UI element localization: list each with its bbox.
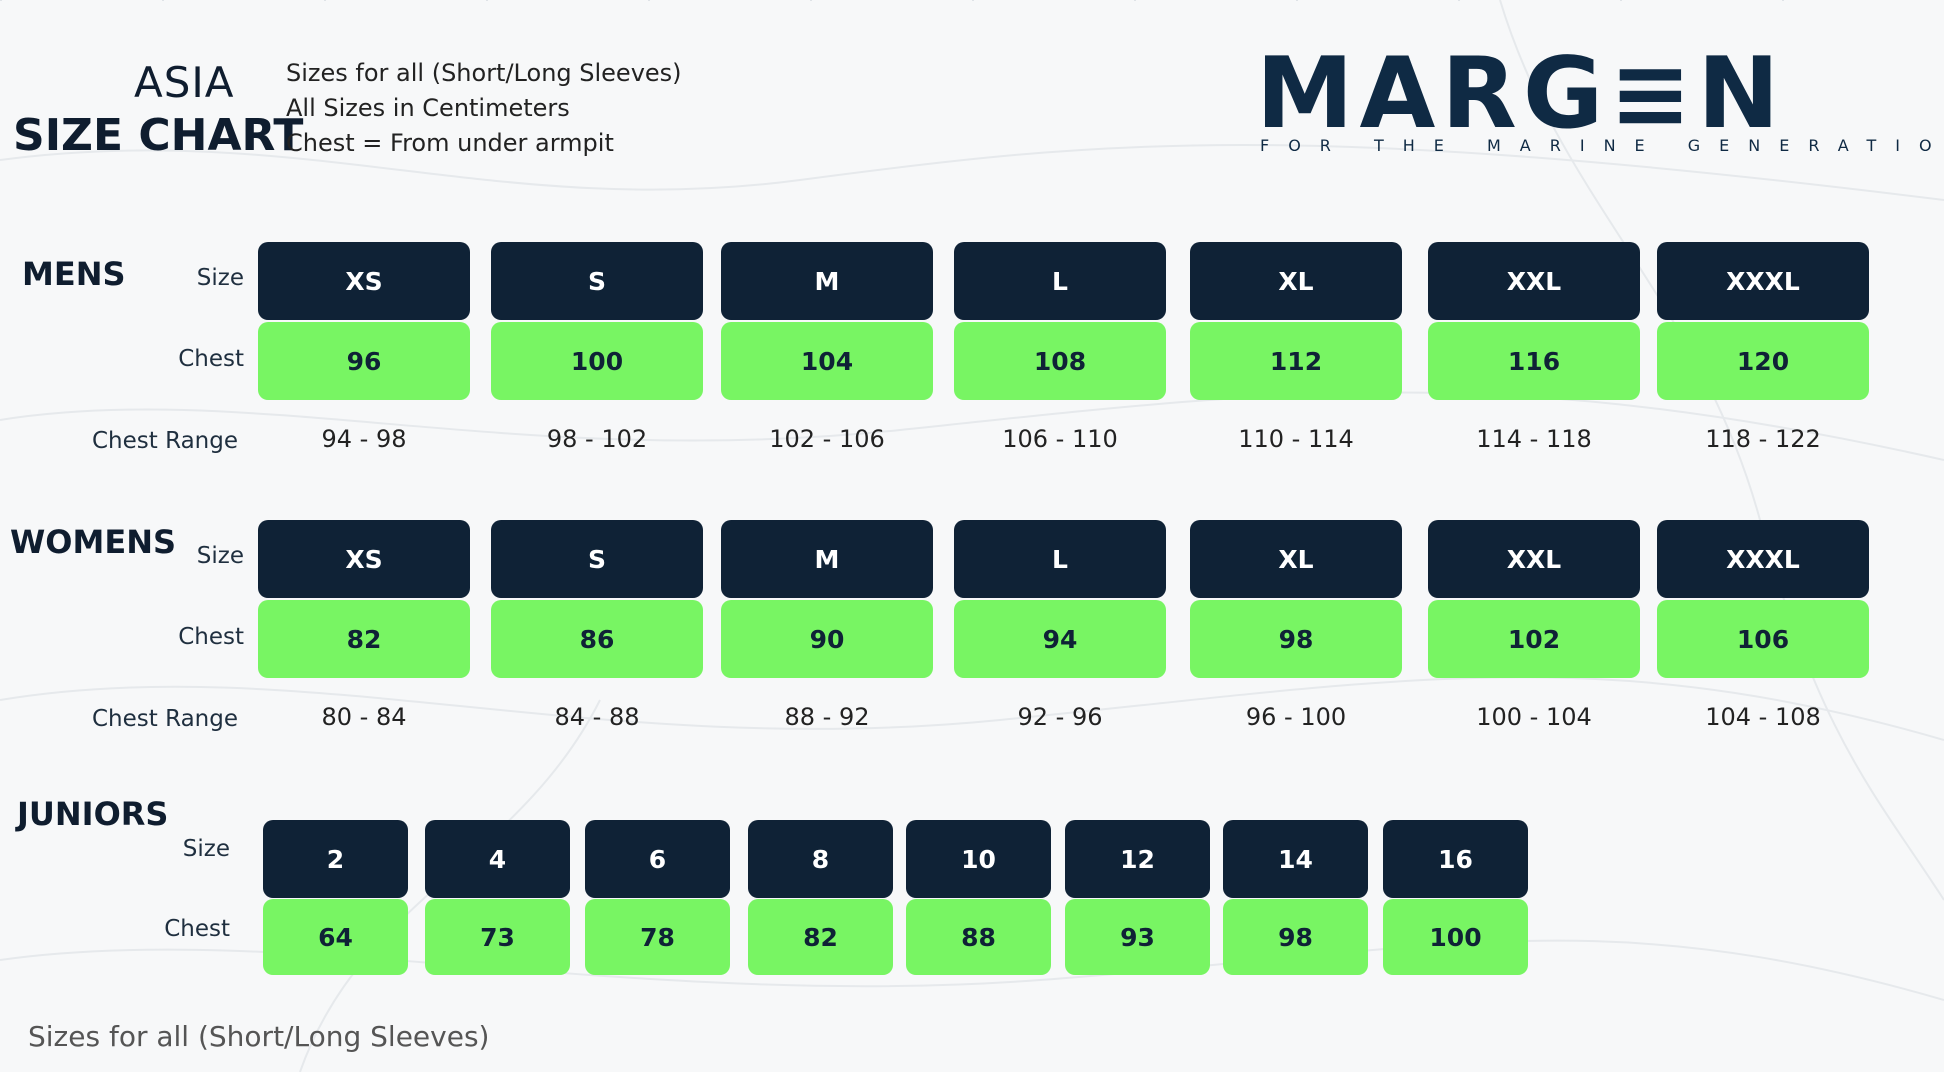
logo-wordmark: MARG≡N <box>1256 37 1786 151</box>
womens-chest-range-value: 92 - 96 <box>1017 703 1103 731</box>
womens-chest-label: Chest <box>178 624 244 650</box>
womens-chest-range-value: 80 - 84 <box>321 703 407 731</box>
footer-note: Sizes for all (Short/Long Sleeves) <box>28 1020 490 1053</box>
juniors-chest-cell: 88 <box>906 899 1051 975</box>
header-notes: Sizes for all (Short/Long Sleeves) All S… <box>286 56 682 161</box>
mens-chest-range-value: 102 - 106 <box>769 425 885 453</box>
womens-chest-cell: 98 <box>1190 600 1402 678</box>
womens-chest-range-value: 88 - 92 <box>784 703 870 731</box>
mens-chest-cell: 112 <box>1190 322 1402 400</box>
mens-chest-range-value: 106 - 110 <box>1002 425 1118 453</box>
womens-size-cell: M <box>721 520 933 598</box>
womens-chest-cell: 90 <box>721 600 933 678</box>
mens-chest-cell: 100 <box>491 322 703 400</box>
womens-section-title: WOMENS <box>10 523 177 561</box>
womens-chest-cell: 94 <box>954 600 1166 678</box>
juniors-chest-cell: 93 <box>1065 899 1210 975</box>
mens-size-cell: XL <box>1190 242 1402 320</box>
womens-size-cell: XS <box>258 520 470 598</box>
juniors-size-cell: 10 <box>906 820 1051 898</box>
mens-size-cell: M <box>721 242 933 320</box>
mens-chest-cell: 116 <box>1428 322 1640 400</box>
womens-chest-cell: 106 <box>1657 600 1869 678</box>
mens-size-cell: XXL <box>1428 242 1640 320</box>
mens-chest-range-label: Chest Range <box>92 428 238 454</box>
mens-chest-range-value: 110 - 114 <box>1238 425 1354 453</box>
mens-size-cell: S <box>491 242 703 320</box>
note-sleeves: Sizes for all (Short/Long Sleeves) <box>286 59 682 87</box>
brand-logo: MARG≡N FOR THE MARINE GENERATION <box>1256 37 1944 160</box>
womens-chest-cell: 82 <box>258 600 470 678</box>
juniors-chest-label: Chest <box>164 916 230 942</box>
juniors-size-cell: 6 <box>585 820 730 898</box>
juniors-size-cell: 2 <box>263 820 408 898</box>
page-title: SIZE CHART <box>13 110 304 161</box>
juniors-size-cell: 12 <box>1065 820 1210 898</box>
womens-chest-range-value: 104 - 108 <box>1705 703 1821 731</box>
juniors-chest-cell: 100 <box>1383 899 1528 975</box>
womens-chest-range-value: 100 - 104 <box>1476 703 1592 731</box>
mens-chest-cell: 108 <box>954 322 1166 400</box>
mens-chest-label: Chest <box>178 346 244 372</box>
juniors-size-cell: 14 <box>1223 820 1368 898</box>
juniors-size-cell: 8 <box>748 820 893 898</box>
mens-chest-cell: 96 <box>258 322 470 400</box>
womens-chest-range-value: 96 - 100 <box>1245 703 1347 731</box>
logo-tagline: FOR THE MARINE GENERATION <box>1260 136 1944 155</box>
womens-size-cell: XXXL <box>1657 520 1869 598</box>
mens-chest-range-value: 118 - 122 <box>1705 425 1821 453</box>
page-title-region: ASIA <box>134 58 235 107</box>
juniors-chest-cell: 98 <box>1223 899 1368 975</box>
mens-chest-range-value: 94 - 98 <box>321 425 407 453</box>
womens-size-label: Size <box>196 543 244 569</box>
womens-chest-range-label: Chest Range <box>92 706 238 732</box>
juniors-chest-cell: 73 <box>425 899 570 975</box>
mens-chest-cell: 120 <box>1657 322 1869 400</box>
womens-size-cell: S <box>491 520 703 598</box>
juniors-chest-cell: 78 <box>585 899 730 975</box>
womens-size-cell: L <box>954 520 1166 598</box>
womens-chest-cell: 102 <box>1428 600 1640 678</box>
note-chest: Chest = From under armpit <box>286 129 614 157</box>
mens-size-cell: L <box>954 242 1166 320</box>
mens-chest-range-value: 98 - 102 <box>546 425 648 453</box>
womens-size-cell: XL <box>1190 520 1402 598</box>
mens-size-cell: XS <box>258 242 470 320</box>
note-units: All Sizes in Centimeters <box>286 94 570 122</box>
juniors-size-label: Size <box>182 836 230 862</box>
mens-size-label: Size <box>196 265 244 291</box>
juniors-chest-cell: 82 <box>748 899 893 975</box>
mens-chest-cell: 104 <box>721 322 933 400</box>
juniors-chest-cell: 64 <box>263 899 408 975</box>
womens-chest-range-value: 84 - 88 <box>554 703 640 731</box>
juniors-section-title: JUNIORS <box>17 795 169 833</box>
juniors-size-cell: 4 <box>425 820 570 898</box>
mens-size-cell: XXXL <box>1657 242 1869 320</box>
mens-chest-range-value: 114 - 118 <box>1476 425 1592 453</box>
juniors-size-cell: 16 <box>1383 820 1528 898</box>
womens-size-cell: XXL <box>1428 520 1640 598</box>
womens-chest-cell: 86 <box>491 600 703 678</box>
mens-section-title: MENS <box>22 255 126 293</box>
